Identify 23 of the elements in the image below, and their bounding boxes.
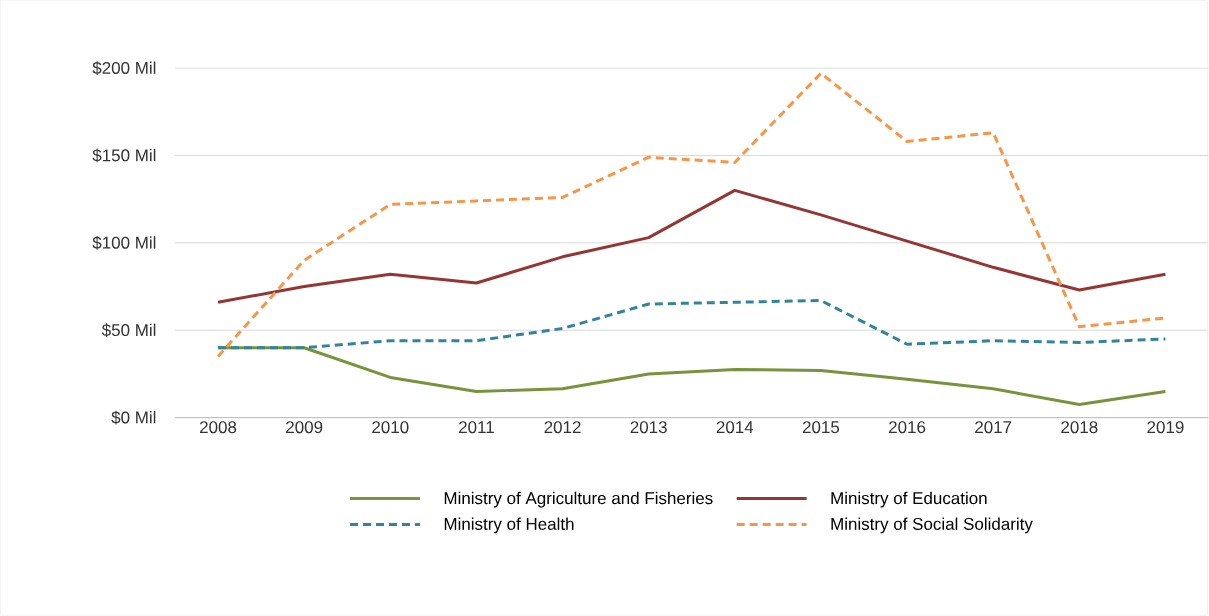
y-tick-label: $50 Mil [101, 323, 156, 338]
y-tick-label: $200 Mil [92, 61, 156, 76]
x-tick-label: 2018 [1061, 421, 1098, 434]
x-tick-label: 2016 [889, 421, 926, 434]
y-tick-label: $0 Mil [111, 410, 156, 425]
legend-label: Ministry of Education [831, 491, 987, 508]
line-series [216, 189, 1167, 305]
x-tick-label: 2009 [286, 421, 323, 434]
legend-label: Ministry of Agriculture and Fisheries [444, 491, 713, 508]
line-series [216, 299, 1167, 350]
x-tick-label: 2011 [459, 421, 494, 434]
x-tick-label: 2014 [716, 421, 754, 434]
x-tick-label: 2012 [544, 421, 581, 434]
legend-label: Ministry of Health [444, 517, 574, 534]
x-tick-label: 2013 [630, 421, 667, 434]
x-tick-label: 2017 [975, 421, 1012, 434]
x-tick-label: 2015 [802, 421, 840, 434]
y-tick-label: $100 Mil [92, 236, 156, 250]
x-tick-label: 2010 [372, 421, 409, 434]
y-tick-label: $150 Mil [92, 148, 156, 163]
x-tick-label: 2008 [200, 421, 237, 434]
x-tick-label: 2019 [1147, 421, 1184, 434]
legend-label: Ministry of Social Solidarity [831, 517, 1033, 534]
